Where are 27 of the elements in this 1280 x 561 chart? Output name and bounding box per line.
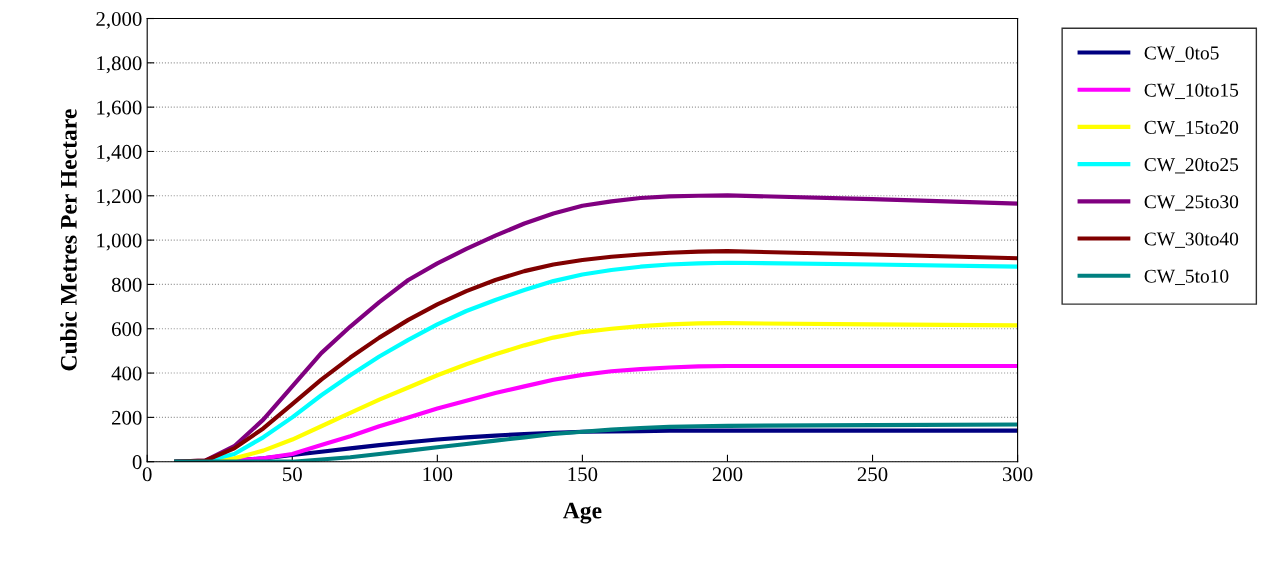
y-tick-label: 800 xyxy=(111,277,142,292)
x-tick-label: 0 xyxy=(142,467,152,482)
y-tick-label: 600 xyxy=(111,322,142,337)
legend-label: CW_10to15 xyxy=(1144,83,1239,100)
y-axis-title: Cubic Metres Per Hectare xyxy=(60,109,77,371)
x-tick-label: 300 xyxy=(1002,467,1033,482)
legend-label: CW_5to10 xyxy=(1144,269,1229,286)
legend-label: CW_0to5 xyxy=(1144,46,1219,62)
y-tick-label: 1,200 xyxy=(97,189,142,207)
x-axis-title: Age xyxy=(562,502,602,524)
y-tick-label: 400 xyxy=(111,366,142,381)
x-tick-label: 200 xyxy=(712,467,743,482)
y-tick-label: 1,600 xyxy=(97,100,142,118)
y-tick-label: 0 xyxy=(132,455,142,470)
x-tick-label: 250 xyxy=(857,467,888,482)
y-tick-label: 200 xyxy=(112,410,142,425)
x-tick-label: 50 xyxy=(283,467,302,482)
legend-label: CW_15to20 xyxy=(1144,120,1239,137)
legend-label: CW_25to30 xyxy=(1144,195,1239,211)
legend-label: CW_30to40 xyxy=(1144,232,1239,248)
y-tick-label: 1,400 xyxy=(97,144,142,162)
x-tick-label: 150 xyxy=(568,467,598,482)
x-tick-label: 100 xyxy=(423,467,453,482)
legend-label: CW_20to25 xyxy=(1144,158,1239,174)
y-tick-label: 1,800 xyxy=(97,56,142,74)
y-tick-label: 2,000 xyxy=(96,11,142,29)
y-tick-label: 1,000 xyxy=(97,233,142,251)
